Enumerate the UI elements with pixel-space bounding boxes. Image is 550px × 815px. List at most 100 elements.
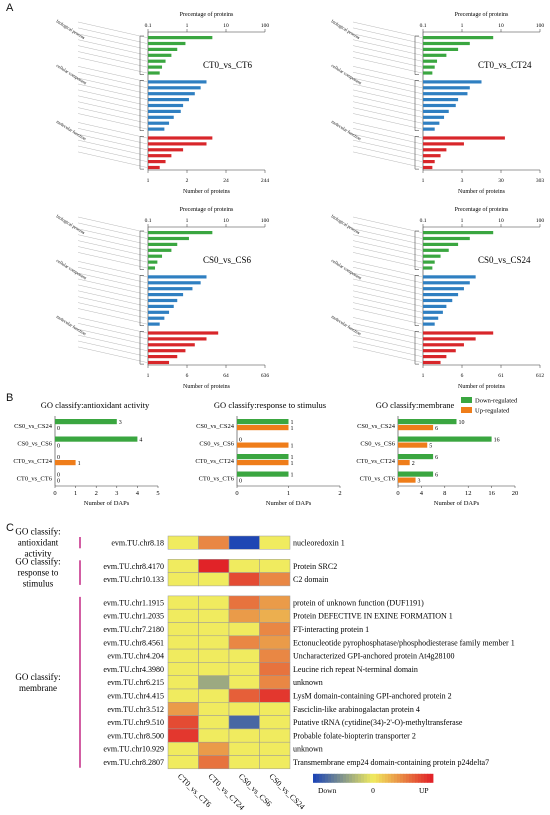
heatmap-cell <box>167 608 199 623</box>
go-term-leader <box>77 334 148 351</box>
heatmap-gene-id: evm.TU.chr8.2807 <box>103 758 164 767</box>
heatmap-cell <box>198 715 230 730</box>
go-bar <box>423 154 441 158</box>
dap-category-label: CS0_vs_CS6 <box>199 440 234 447</box>
go-term-leader <box>352 89 423 106</box>
heatmap-cell <box>228 741 260 756</box>
go-bottom-axis-title: Number of proteins <box>183 383 231 390</box>
heatmap-description: unknown <box>293 678 323 687</box>
go-bar <box>423 248 449 252</box>
go-bottom-tick-label: 1 <box>147 373 150 379</box>
go-bar <box>423 136 505 140</box>
dap-category-label: CT0_vs_CT6 <box>199 475 235 482</box>
go-term-leader <box>77 89 148 106</box>
go-term-leader <box>352 145 423 162</box>
heatmap-cell <box>228 715 260 730</box>
dap-bar-up <box>398 460 410 466</box>
dap-bar-value: 2 <box>412 461 415 467</box>
heatmap-cell <box>167 635 199 650</box>
go-category-bracket <box>139 275 144 326</box>
go-top-tick-label: 10 <box>223 23 229 29</box>
go-bar <box>148 231 213 235</box>
go-bar <box>423 148 447 152</box>
dap-bar-value: 0 <box>239 479 242 485</box>
scale-segment <box>322 773 326 783</box>
heatmap-group-label: GO classify: <box>15 557 60 567</box>
heatmap-cell <box>167 662 199 676</box>
dap-x-tick-label: 12 <box>465 490 472 497</box>
go-bar <box>148 59 166 63</box>
heatmap-cell <box>228 728 260 743</box>
dap-x-tick-label: 8 <box>443 490 446 497</box>
scale-label-up: UP <box>419 786 429 795</box>
dap-bar-down <box>398 419 457 425</box>
scale-label-zero: 0 <box>371 786 375 795</box>
go-term-leader <box>77 134 148 150</box>
go-bar <box>148 127 165 131</box>
go-term-leader <box>77 252 148 269</box>
go-top-tick-label: 10 <box>498 218 504 224</box>
scale-segment <box>316 773 320 783</box>
heatmap-description: protein of unknown function (DUF1191) <box>293 598 424 607</box>
scale-segment <box>427 773 431 783</box>
go-term-leader <box>77 77 148 94</box>
scale-segment <box>403 773 407 783</box>
go-category-label: molecular function <box>330 119 362 142</box>
go-top-tick-label: 1 <box>186 23 189 29</box>
go-bar <box>148 71 160 75</box>
panel-letter-b: B <box>6 392 14 404</box>
go-term-leader <box>77 21 148 38</box>
scale-segment <box>406 773 410 783</box>
heatmap-gene-id: evm.TU.chr10.929 <box>103 745 164 754</box>
go-term-leader <box>77 95 148 112</box>
go-chart-3: Precentage of proteins 0.1 1 1 6 10 64 100 636 Nu… <box>55 206 269 390</box>
dap-bar-value: 1 <box>291 426 294 432</box>
go-category-label: biological process <box>55 19 86 41</box>
go-top-tick-label: 0.1 <box>420 218 427 224</box>
go-top-axis-title: Precentage of proteins <box>180 206 234 213</box>
dap-bar-value: 0 <box>57 473 60 479</box>
go-term-leader <box>77 267 148 283</box>
go-term-leader <box>352 33 423 50</box>
heatmap-cell <box>259 675 291 690</box>
go-category-bracket <box>414 35 419 75</box>
heatmap-gene-id: evm.TU.chr4.3980 <box>103 665 164 674</box>
go-top-tick-label: 1 <box>461 218 464 224</box>
go-top-tick-label: 10 <box>498 23 504 29</box>
go-bar <box>148 248 172 252</box>
go-bar <box>423 281 470 285</box>
heatmap-cell <box>167 688 199 703</box>
dap-category-label: CS0_vs_CS24 <box>357 423 396 430</box>
dap-bar-value: 4 <box>139 438 142 444</box>
go-bottom-tick-label: 6 <box>461 373 464 379</box>
heatmap-cell <box>228 688 260 703</box>
heatmap-gene-id: evm.TU.chr1.2035 <box>103 612 164 621</box>
go-term-leader <box>77 39 148 56</box>
go-term-leader <box>77 128 148 145</box>
go-bar <box>148 136 213 140</box>
scale-segment <box>346 773 350 783</box>
go-bar <box>423 322 435 326</box>
go-bar <box>148 47 178 51</box>
go-category-label: cellular component <box>55 63 88 86</box>
dap-bar-chart-2: GO classify:response to stimulus 0 1 2 Numbe… <box>195 400 341 507</box>
heatmap-cell <box>228 755 260 770</box>
go-chart-4: Precentage of proteins 0.1 1 1 6 10 61 100 612 Nu… <box>330 206 544 390</box>
go-term-leader <box>352 83 423 100</box>
go-bar <box>148 160 166 164</box>
go-top-tick-label: 0.1 <box>420 23 427 29</box>
go-category-bracket <box>414 136 419 170</box>
scale-segment <box>352 773 356 783</box>
dap-bar-value: 16 <box>494 438 500 444</box>
heatmap-group-label: antioxidant <box>18 538 59 548</box>
go-category-label: molecular function <box>55 314 87 337</box>
heatmap-description: Ectonucleotide pyrophosphatase/phosphodi… <box>293 638 515 647</box>
go-top-tick-label: 100 <box>261 23 270 29</box>
go-term-leader <box>352 122 423 139</box>
heatmap-cell <box>198 648 230 663</box>
go-bar <box>148 36 213 40</box>
go-bar <box>423 80 482 84</box>
go-term-leader <box>77 261 148 278</box>
heatmap-cell <box>259 535 291 550</box>
heatmap-gene-id: evm.TU.chr4.204 <box>107 652 164 661</box>
